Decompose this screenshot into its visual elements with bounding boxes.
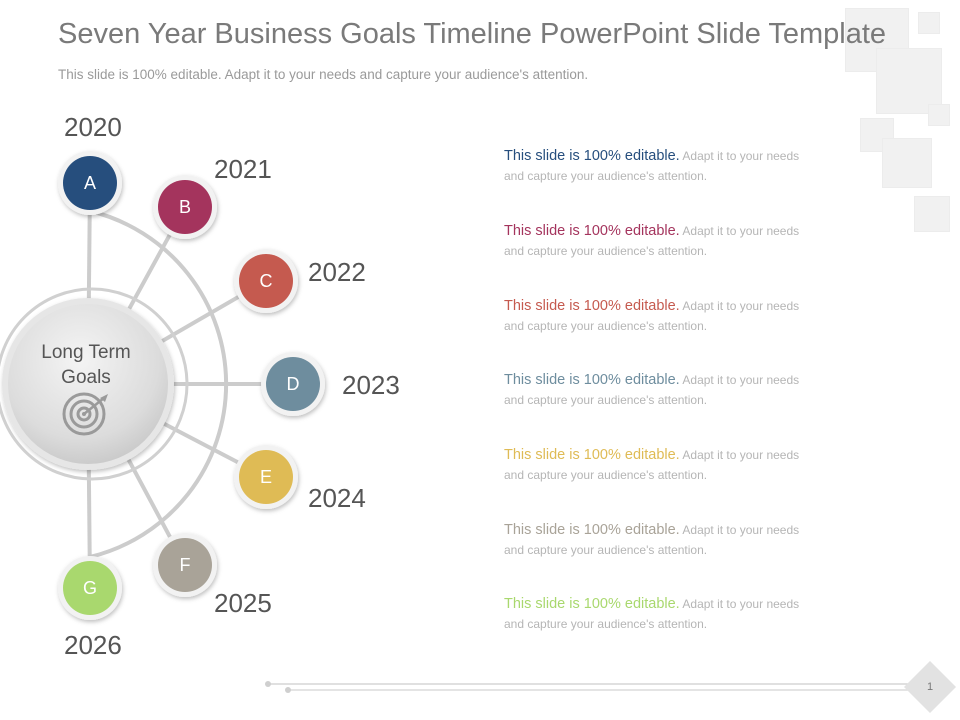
milestone-description-g: This slide is 100% editable. Adapt it to… [504, 594, 804, 634]
decor-square [914, 196, 950, 232]
decor-square [918, 12, 940, 34]
milestone-description-f: This slide is 100% editable. Adapt it to… [504, 520, 804, 560]
page-number: 1 [926, 681, 934, 693]
description-lead: This slide is 100% editable. [504, 447, 680, 463]
description-body: Adapt it to your needs and capture your … [504, 299, 800, 333]
year-label-2023: 2023 [342, 370, 400, 400]
slide-subtitle: This slide is 100% editable. Adapt it to… [58, 67, 589, 82]
year-label-2026: 2026 [64, 630, 122, 660]
description-lead: This slide is 100% editable. [504, 298, 680, 314]
milestone-description-e: This slide is 100% editable. Adapt it to… [504, 445, 804, 485]
hub-label-line1: Long Term [41, 342, 130, 363]
milestone-f: F [153, 533, 217, 597]
milestone-letter: F [180, 555, 191, 575]
description-body: Adapt it to your needs and capture your … [504, 373, 800, 407]
decor-square [876, 48, 942, 114]
year-label-2020: 2020 [64, 112, 122, 142]
milestone-description-d: This slide is 100% editable. Adapt it to… [504, 370, 804, 410]
year-label-2021: 2021 [214, 154, 272, 184]
year-label-2025: 2025 [214, 588, 272, 618]
milestone-description-c: This slide is 100% editable. Adapt it to… [504, 296, 804, 336]
description-lead: This slide is 100% editable. [504, 223, 680, 239]
description-lead: This slide is 100% editable. [504, 522, 680, 538]
description-body: Adapt it to your needs and capture your … [504, 224, 800, 258]
milestone-c: C [234, 249, 298, 313]
description-lead: This slide is 100% editable. [504, 372, 680, 388]
milestone-letter: D [287, 374, 300, 394]
target-icon [62, 392, 108, 436]
milestone-description-a: This slide is 100% editable. Adapt it to… [504, 146, 804, 186]
hub-label-line2: Goals [61, 367, 111, 388]
milestone-letter: A [84, 173, 96, 193]
milestone-letter: G [83, 578, 97, 598]
milestone-e: E [234, 445, 298, 509]
slide-title: Seven Year Business Goals Timeline Power… [58, 18, 887, 50]
milestone-letter: B [179, 197, 191, 217]
year-label-2024: 2024 [308, 483, 366, 513]
milestone-d: D [261, 352, 325, 416]
milestone-letter: E [260, 467, 272, 487]
hub: Long Term Goals [0, 287, 189, 481]
description-body: Adapt it to your needs and capture your … [504, 597, 800, 631]
description-body: Adapt it to your needs and capture your … [504, 149, 800, 183]
year-label-2022: 2022 [308, 257, 366, 287]
description-lead: This slide is 100% editable. [504, 148, 680, 164]
milestone-description-b: This slide is 100% editable. Adapt it to… [504, 221, 804, 261]
description-body: Adapt it to your needs and capture your … [504, 523, 800, 557]
description-body: Adapt it to your needs and capture your … [504, 448, 800, 482]
milestone-g: G [58, 556, 122, 620]
description-lead: This slide is 100% editable. [504, 596, 680, 612]
decor-square [928, 104, 950, 126]
milestone-letter: C [260, 271, 273, 291]
milestone-b: B [153, 175, 217, 239]
decor-square [882, 138, 932, 188]
milestone-a: A [58, 151, 122, 215]
